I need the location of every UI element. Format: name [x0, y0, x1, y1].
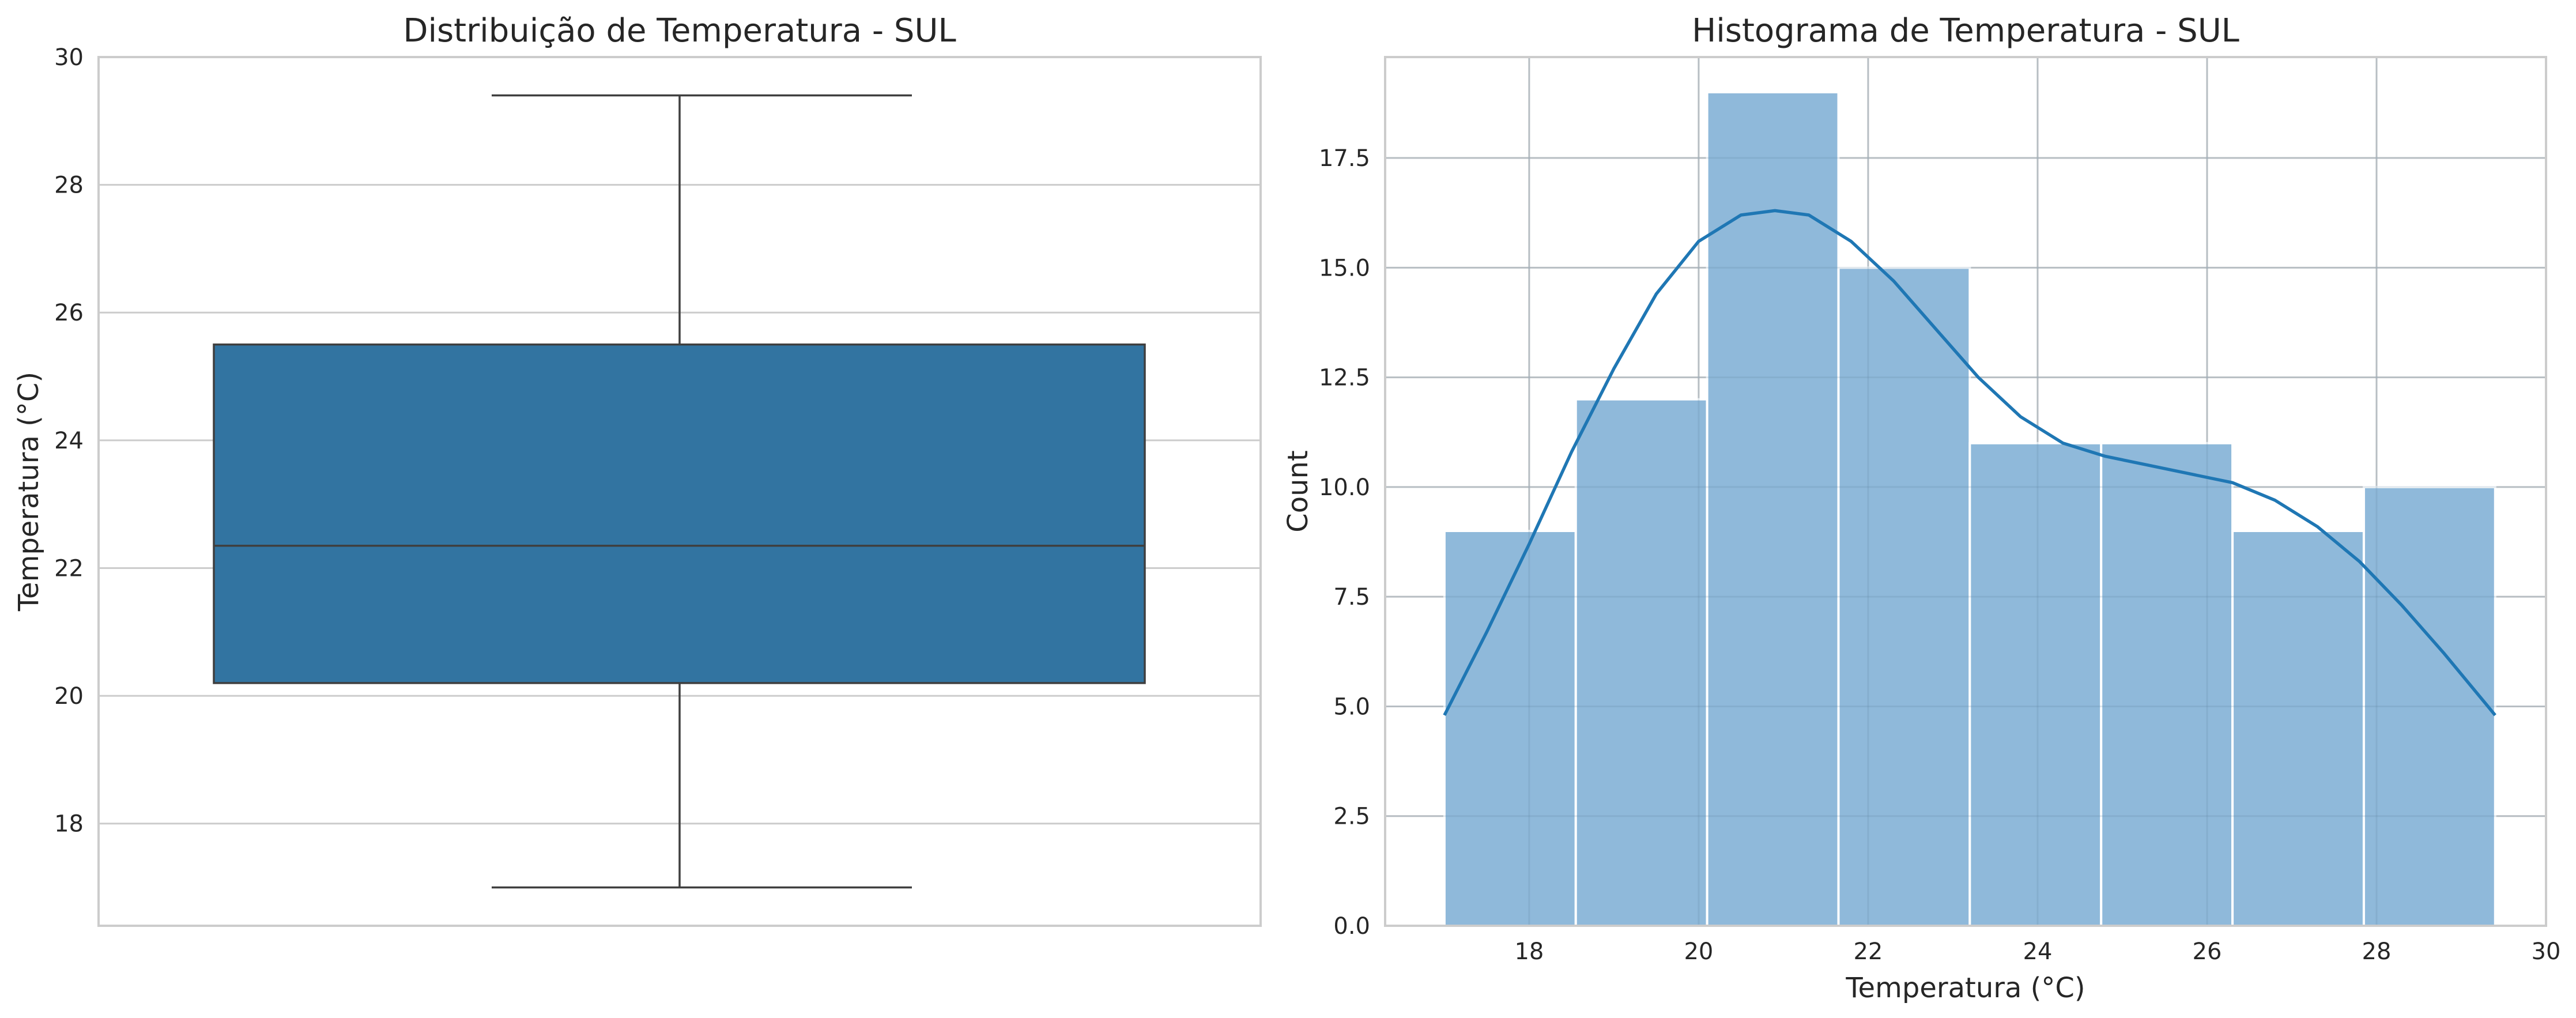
histogram-kde-line [1443, 209, 2496, 717]
histogram-y-tick-label: 5.0 [1333, 693, 1370, 720]
boxplot-title: Distribuição de Temperatura - SUL [403, 12, 956, 50]
histogram-y-tick-label: 17.5 [1319, 145, 1370, 172]
boxplot-frame [97, 56, 1262, 927]
histogram-x-tick-label: 30 [2532, 938, 2561, 965]
histogram-x-tick-label: 26 [2193, 938, 2222, 965]
histogram-y-axis-label: Count [1282, 450, 1314, 533]
histogram-x-tick-label: 28 [2362, 938, 2392, 965]
histogram-bars [1385, 57, 2547, 927]
histogram-y-tick-label: 7.5 [1333, 584, 1370, 610]
boxplot-iqr-box [213, 343, 1146, 684]
histogram-x-tick-labels: 18 20 22 24 26 28 30 [1514, 938, 2560, 965]
histogram-y-tick-labels: 0.0 2.5 5.0 7.5 10.0 12.5 15.0 17.5 [1319, 145, 1370, 940]
histogram-bar [1837, 266, 1971, 927]
histogram-bar [1574, 398, 1708, 927]
histogram-bar [1443, 530, 1577, 927]
histogram-bar [1968, 442, 2103, 927]
boxplot-y-tick-label: 18 [54, 811, 84, 838]
boxplot-body [213, 94, 1146, 889]
boxplot-y-tick-label: 26 [54, 300, 84, 326]
boxplot-y-tick-label: 22 [54, 555, 84, 582]
histogram-y-tick-label: 10.0 [1319, 474, 1370, 501]
boxplot-chart: 18 20 22 24 26 28 30 Distribuição de Temperatu… [13, 12, 1262, 927]
histogram-bar [2100, 442, 2234, 927]
histogram-chart: 18 20 22 24 26 28 30 0.0 2.5 5.0 7.5 10.0 12.5 15.0 1… [1282, 12, 2560, 1004]
histogram-title: Histograma de Temperatura - SUL [1692, 12, 2239, 50]
boxplot-y-tick-label: 30 [54, 44, 84, 71]
histogram-x-axis-label: Temperatura (°C) [1845, 972, 2085, 1004]
boxplot-y-tick-label: 24 [54, 428, 84, 454]
histogram-frame [1384, 56, 2547, 927]
histogram-bar [2362, 485, 2496, 927]
histogram-x-tick-label: 22 [1853, 938, 1883, 965]
histogram-y-tick-label: 15.0 [1319, 255, 1370, 281]
histogram-y-tick-label: 12.5 [1319, 365, 1370, 391]
histogram-bar [2231, 530, 2365, 927]
boxplot-y-tick-label: 20 [54, 683, 84, 710]
boxplot-y-tick-label: 28 [54, 172, 84, 199]
boxplot-y-tick-labels: 18 20 22 24 26 28 30 [54, 44, 84, 838]
boxplot-y-axis-label: Temperatura (°C) [13, 372, 45, 612]
histogram-y-tick-label: 2.5 [1333, 804, 1370, 830]
histogram-y-tick-label: 0.0 [1333, 913, 1370, 940]
histogram-bar [1706, 91, 1840, 927]
histogram-x-tick-label: 20 [1684, 938, 1713, 965]
histogram-x-tick-label: 24 [2023, 938, 2053, 965]
histogram-x-tick-label: 18 [1514, 938, 1544, 965]
